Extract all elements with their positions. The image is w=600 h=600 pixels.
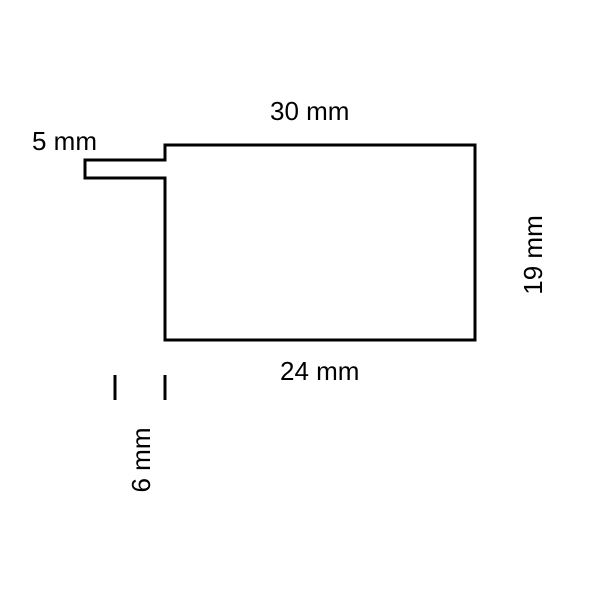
canvas-bg [0,0,600,600]
dim-lip-height: 5 mm [32,126,97,156]
dim-bottom-width: 24 mm [280,356,359,386]
dim-rabbet-width: 6 mm [126,428,156,493]
dim-top-width: 30 mm [270,96,349,126]
dim-right-height: 19 mm [518,215,548,294]
